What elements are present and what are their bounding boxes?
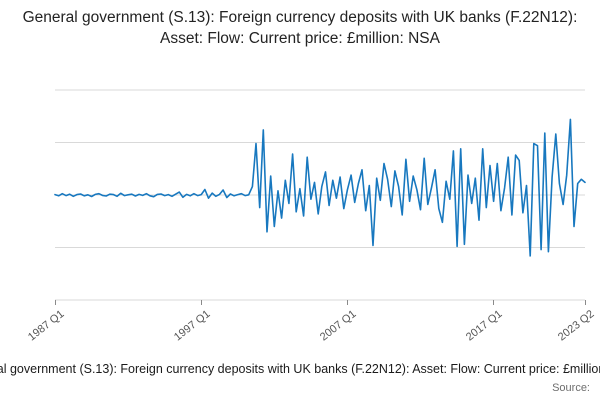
- chart-title: General government (S.13): Foreign curre…: [22, 9, 578, 47]
- x-axis-label: 1987 Q1: [25, 308, 67, 344]
- line-series: [54, 118, 586, 257]
- x-axis-label: 2007 Q1: [318, 308, 359, 344]
- chart-canvas: [54, 89, 586, 301]
- tick-mark: [493, 300, 495, 305]
- plot-area: 5 000 2 500 0 -2 500 -5 000: [54, 89, 586, 301]
- tick-mark: [200, 300, 202, 305]
- source-label: Source:: [552, 382, 590, 394]
- tick-mark: [584, 300, 586, 305]
- x-axis-label: 1997 Q1: [171, 308, 213, 344]
- tick-mark: [54, 300, 56, 305]
- footer-caption: General government (S.13): Foreign curre…: [0, 362, 600, 380]
- tick-mark: [346, 300, 348, 305]
- footer-caption-text: General government (S.13): Foreign curre…: [0, 362, 600, 376]
- x-axis-label: 2023 Q2: [555, 308, 597, 344]
- x-axis-label: 2017 Q1: [464, 308, 505, 344]
